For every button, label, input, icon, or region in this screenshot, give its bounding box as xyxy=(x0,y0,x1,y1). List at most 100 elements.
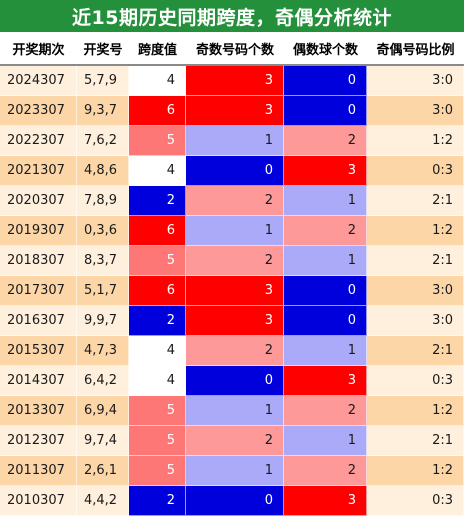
odd-count-cell: 1 xyxy=(186,456,284,486)
ratio-cell: 0:3 xyxy=(367,366,464,396)
table-row: 2024307 5,7,9 4 3 0 3:0 xyxy=(0,66,464,96)
odd-count-cell: 1 xyxy=(186,216,284,246)
table-row: 2011307 2,6,1 5 1 2 1:2 xyxy=(0,456,464,486)
table-row: 2010307 4,4,2 2 0 3 0:3 xyxy=(0,486,464,516)
period-cell: 2019307 xyxy=(0,216,77,246)
table-row: 2018307 8,3,7 5 2 1 2:1 xyxy=(0,246,464,276)
period-cell: 2012307 xyxy=(0,426,77,456)
numbers-cell: 9,9,7 xyxy=(77,306,129,336)
table-row: 2012307 9,7,4 5 2 1 2:1 xyxy=(0,426,464,456)
odd-count-cell: 2 xyxy=(186,426,284,456)
ratio-cell: 3:0 xyxy=(367,96,464,126)
period-cell: 2014307 xyxy=(0,366,77,396)
numbers-cell: 4,4,2 xyxy=(77,486,129,516)
span-cell: 5 xyxy=(129,426,186,456)
numbers-cell: 9,7,4 xyxy=(77,426,129,456)
even-count-cell: 2 xyxy=(284,216,367,246)
even-count-cell: 3 xyxy=(284,366,367,396)
span-cell: 5 xyxy=(129,126,186,156)
even-count-cell: 0 xyxy=(284,66,367,96)
numbers-cell: 4,7,3 xyxy=(77,336,129,366)
numbers-cell: 0,3,6 xyxy=(77,216,129,246)
period-cell: 2024307 xyxy=(0,66,77,96)
table-row: 2021307 4,8,6 4 0 3 0:3 xyxy=(0,156,464,186)
odd-count-cell: 3 xyxy=(186,66,284,96)
numbers-cell: 5,7,9 xyxy=(77,66,129,96)
even-count-cell: 2 xyxy=(284,456,367,486)
numbers-cell: 4,8,6 xyxy=(77,156,129,186)
table-header: 开奖期次 开奖号 跨度值 奇数号码个数 偶数球个数 奇偶号码比例 xyxy=(0,32,464,66)
table-row: 2016307 9,9,7 2 3 0 3:0 xyxy=(0,306,464,336)
even-count-cell: 3 xyxy=(284,156,367,186)
numbers-cell: 2,6,1 xyxy=(77,456,129,486)
period-cell: 2021307 xyxy=(0,156,77,186)
header-span: 跨度值 xyxy=(137,42,177,58)
span-cell: 5 xyxy=(129,246,186,276)
numbers-cell: 7,8,9 xyxy=(77,186,129,216)
span-cell: 4 xyxy=(129,66,186,96)
odd-count-cell: 3 xyxy=(186,306,284,336)
ratio-cell: 3:0 xyxy=(367,276,464,306)
span-cell: 5 xyxy=(129,396,186,426)
odd-count-cell: 1 xyxy=(186,396,284,426)
even-count-cell: 1 xyxy=(284,186,367,216)
header-period: 开奖期次 xyxy=(12,42,65,58)
even-count-cell: 2 xyxy=(284,126,367,156)
ratio-cell: 0:3 xyxy=(367,156,464,186)
ratio-cell: 1:2 xyxy=(367,456,464,486)
numbers-cell: 5,1,7 xyxy=(77,276,129,306)
odd-count-cell: 1 xyxy=(186,126,284,156)
header-odd-count: 奇数号码个数 xyxy=(195,42,274,58)
ratio-cell: 1:2 xyxy=(367,126,464,156)
period-cell: 2013307 xyxy=(0,396,77,426)
span-cell: 6 xyxy=(129,96,186,126)
odd-count-cell: 0 xyxy=(186,486,284,516)
table-row: 2017307 5,1,7 6 3 0 3:0 xyxy=(0,276,464,306)
even-count-cell: 1 xyxy=(284,246,367,276)
numbers-cell: 9,3,7 xyxy=(77,96,129,126)
ratio-cell: 2:1 xyxy=(367,186,464,216)
span-cell: 6 xyxy=(129,276,186,306)
table-row: 2022307 7,6,2 5 1 2 1:2 xyxy=(0,126,464,156)
ratio-cell: 2:1 xyxy=(367,246,464,276)
table-row: 2019307 0,3,6 6 1 2 1:2 xyxy=(0,216,464,246)
period-cell: 2020307 xyxy=(0,186,77,216)
period-cell: 2010307 xyxy=(0,486,77,516)
table-body: 2024307 5,7,9 4 3 0 3:0 2023307 9,3,7 6 3 0 3:0 2022… xyxy=(0,66,464,516)
ratio-cell: 1:2 xyxy=(367,216,464,246)
period-cell: 2015307 xyxy=(0,336,77,366)
table-row: 2013307 6,9,4 5 1 2 1:2 xyxy=(0,396,464,426)
even-count-cell: 0 xyxy=(284,306,367,336)
even-count-cell: 0 xyxy=(284,96,367,126)
period-cell: 2017307 xyxy=(0,276,77,306)
even-count-cell: 0 xyxy=(284,276,367,306)
even-count-cell: 1 xyxy=(284,426,367,456)
period-cell: 2023307 xyxy=(0,96,77,126)
span-cell: 2 xyxy=(129,486,186,516)
span-cell: 6 xyxy=(129,216,186,246)
table-row: 2014307 6,4,2 4 0 3 0:3 xyxy=(0,366,464,396)
period-cell: 2016307 xyxy=(0,306,77,336)
odd-count-cell: 2 xyxy=(186,246,284,276)
odd-count-cell: 0 xyxy=(186,156,284,186)
even-count-cell: 1 xyxy=(284,336,367,366)
header-even-count: 偶数球个数 xyxy=(292,42,358,58)
numbers-cell: 6,4,2 xyxy=(77,366,129,396)
table-row: 2020307 7,8,9 2 2 1 2:1 xyxy=(0,186,464,216)
even-count-cell: 3 xyxy=(284,486,367,516)
ratio-cell: 1:2 xyxy=(367,396,464,426)
span-cell: 4 xyxy=(129,366,186,396)
ratio-cell: 2:1 xyxy=(367,426,464,456)
table-row: 2015307 4,7,3 4 2 1 2:1 xyxy=(0,336,464,366)
period-cell: 2018307 xyxy=(0,246,77,276)
ratio-cell: 2:1 xyxy=(367,336,464,366)
numbers-cell: 8,3,7 xyxy=(77,246,129,276)
odd-count-cell: 3 xyxy=(186,276,284,306)
ratio-cell: 0:3 xyxy=(367,486,464,516)
odd-count-cell: 2 xyxy=(186,186,284,216)
odd-count-cell: 2 xyxy=(186,336,284,366)
odd-count-cell: 0 xyxy=(186,366,284,396)
ratio-cell: 3:0 xyxy=(367,306,464,336)
period-cell: 2011307 xyxy=(0,456,77,486)
table-row: 2023307 9,3,7 6 3 0 3:0 xyxy=(0,96,464,126)
